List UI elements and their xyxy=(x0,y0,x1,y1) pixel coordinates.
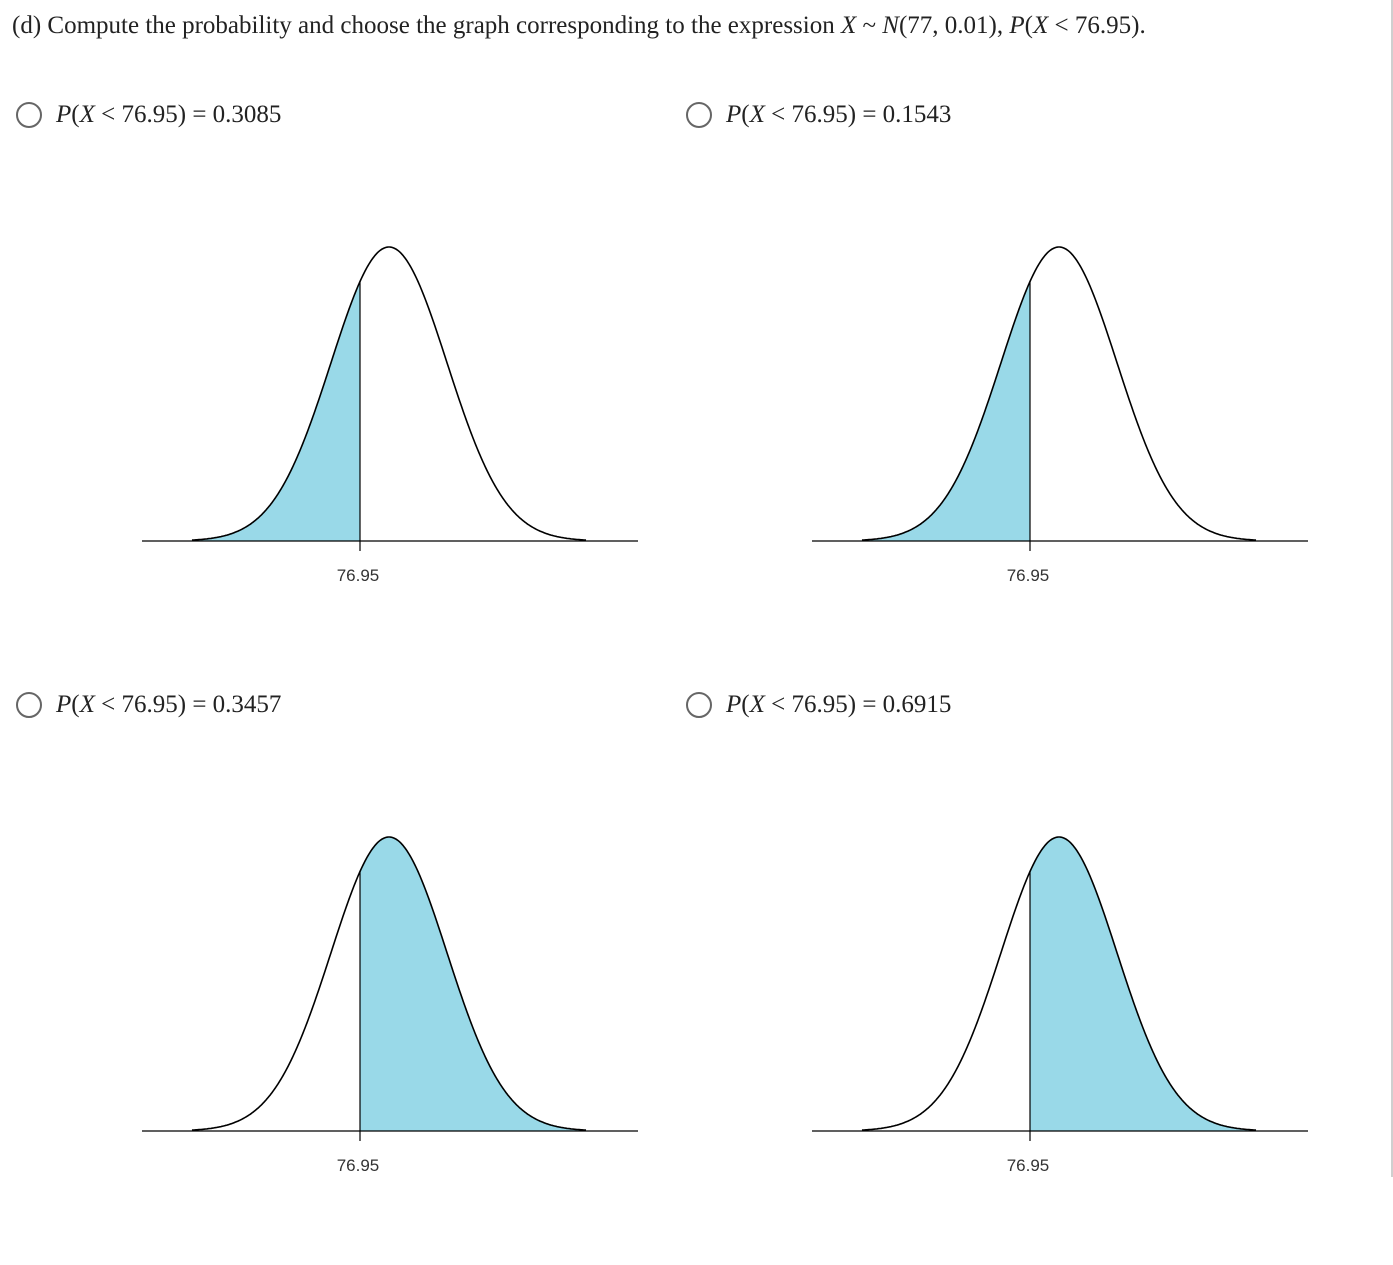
radio-button[interactable] xyxy=(16,102,42,128)
normal-distribution-chart: 76.95 xyxy=(812,246,1308,585)
question-dist-name: N xyxy=(882,12,899,39)
tick-label: 76.95 xyxy=(1007,1156,1050,1175)
option-header[interactable]: P(X < 76.95) = 0.1543 xyxy=(686,95,951,135)
shaded-area xyxy=(862,281,1030,541)
option-label-value: 0.3457 xyxy=(212,691,282,718)
density-curve xyxy=(191,246,587,541)
option-label-open: ( xyxy=(71,101,80,128)
question-prob-var: X xyxy=(1032,12,1049,39)
shaded-area xyxy=(360,837,586,1131)
option-label[interactable]: P(X < 76.95) = 0.3457 xyxy=(56,691,281,719)
option-label-var: X xyxy=(79,691,95,718)
question-prob-open: ( xyxy=(1024,12,1033,39)
answer-option[interactable]: P(X < 76.95) = 0.1543 76.95 xyxy=(686,95,1356,675)
question-sim: ~ xyxy=(856,12,883,39)
option-label-fn: P xyxy=(726,101,742,128)
normal-distribution-chart: 76.95 xyxy=(142,836,638,1175)
option-label-open: ( xyxy=(741,691,750,718)
tick-label: 76.95 xyxy=(337,566,380,585)
question-sep: , xyxy=(996,12,1010,39)
option-label-rest: < 76.95) = xyxy=(94,101,213,128)
radio-button[interactable] xyxy=(686,102,712,128)
option-header[interactable]: P(X < 76.95) = 0.3085 xyxy=(16,95,281,135)
density-curve xyxy=(861,836,1257,1131)
question-var: X xyxy=(840,12,857,39)
option-label-open: ( xyxy=(71,691,80,718)
option-label-var: X xyxy=(79,101,95,128)
normal-distribution-chart: 76.95 xyxy=(812,836,1308,1175)
question-text: (d) Compute the probability and choose t… xyxy=(12,10,1146,42)
question-prob-rest: < 76.95). xyxy=(1048,12,1146,39)
option-label-fn: P xyxy=(56,691,72,718)
option-label-rest: < 76.95) = xyxy=(94,691,213,718)
answer-option[interactable]: P(X < 76.95) = 0.3457 76.95 xyxy=(16,685,686,1265)
option-label-rest: < 76.95) = xyxy=(764,101,883,128)
question-dist-params: (77, 0.01) xyxy=(898,12,997,39)
option-label-open: ( xyxy=(741,101,750,128)
density-curve xyxy=(861,246,1257,541)
shaded-area xyxy=(1030,837,1256,1131)
option-label-value: 0.1543 xyxy=(882,101,952,128)
option-label-fn: P xyxy=(726,691,742,718)
answer-option[interactable]: P(X < 76.95) = 0.3085 76.95 xyxy=(16,95,686,675)
question-prob-fn: P xyxy=(1009,12,1025,39)
option-label[interactable]: P(X < 76.95) = 0.6915 xyxy=(726,691,951,719)
radio-button[interactable] xyxy=(686,692,712,718)
option-label-value: 0.6915 xyxy=(882,691,952,718)
shaded-area xyxy=(192,281,360,541)
option-label[interactable]: P(X < 76.95) = 0.3085 xyxy=(56,101,281,129)
density-curve xyxy=(191,836,587,1131)
option-label-var: X xyxy=(749,101,765,128)
page-right-border xyxy=(1391,0,1393,1177)
question-prefix: (d) Compute the probability and choose t… xyxy=(12,12,841,39)
option-header[interactable]: P(X < 76.95) = 0.3457 xyxy=(16,685,281,725)
answer-option[interactable]: P(X < 76.95) = 0.6915 76.95 xyxy=(686,685,1356,1265)
option-header[interactable]: P(X < 76.95) = 0.6915 xyxy=(686,685,951,725)
tick-label: 76.95 xyxy=(337,1156,380,1175)
option-label-var: X xyxy=(749,691,765,718)
radio-button[interactable] xyxy=(16,692,42,718)
option-label-fn: P xyxy=(56,101,72,128)
option-label[interactable]: P(X < 76.95) = 0.1543 xyxy=(726,101,951,129)
tick-label: 76.95 xyxy=(1007,566,1050,585)
normal-distribution-chart: 76.95 xyxy=(142,246,638,585)
option-label-rest: < 76.95) = xyxy=(764,691,883,718)
option-label-value: 0.3085 xyxy=(212,101,282,128)
